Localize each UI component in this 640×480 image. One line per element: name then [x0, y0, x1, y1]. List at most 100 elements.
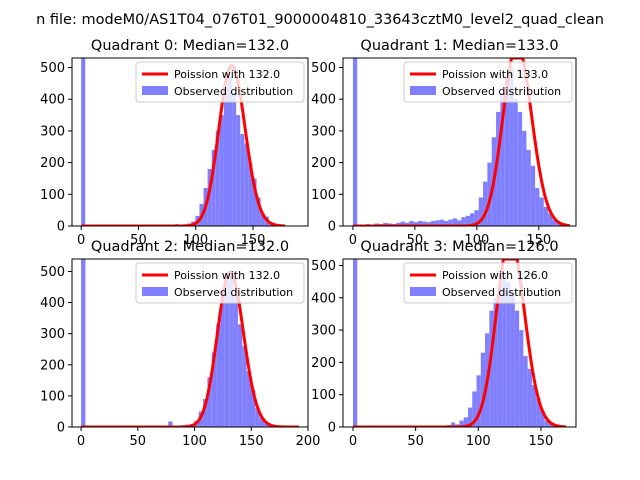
- histogram-bar: [478, 197, 484, 226]
- y-tick-label: 100: [40, 389, 65, 404]
- x-tick-label: 0: [349, 233, 357, 248]
- quadrant-3-panel: Quadrant 3: Median=126.0 0 50 100 150 0 100 200…: [311, 239, 577, 449]
- x-tick-label: 50: [130, 434, 147, 449]
- histogram-bar: [487, 162, 492, 226]
- histogram-bar: [352, 58, 358, 226]
- x-tick-label: 150: [529, 434, 554, 449]
- y-tick-label: 0: [328, 421, 336, 436]
- histogram-bar: [224, 280, 230, 427]
- histogram-bar: [435, 220, 440, 226]
- y-tick-label: 200: [40, 358, 65, 373]
- histogram-bar: [203, 399, 208, 427]
- x-tick-label: 50: [130, 233, 147, 248]
- y-tick-label: 400: [311, 291, 336, 306]
- histogram-bar: [502, 275, 507, 427]
- legend-hist-label: Observed distribution: [174, 85, 293, 98]
- histogram-bar: [548, 423, 554, 427]
- y-tick-label: 100: [311, 388, 336, 403]
- histogram-bar: [211, 352, 217, 427]
- histogram-bar: [504, 77, 510, 226]
- histogram-bar: [430, 220, 436, 226]
- histogram-bar: [223, 86, 228, 226]
- axes-frame: [342, 57, 577, 227]
- y-tick-label: 300: [40, 124, 65, 139]
- histogram-bar: [500, 92, 505, 226]
- histogram-bar: [452, 218, 458, 226]
- histogram-bar: [556, 222, 562, 226]
- histogram-bar: [531, 385, 537, 427]
- histogram-bar: [497, 284, 503, 427]
- histogram-bar: [244, 143, 249, 226]
- histogram-bar: [544, 420, 549, 427]
- x-tick-label: 150: [241, 233, 266, 248]
- histogram-bar: [539, 197, 544, 226]
- axes-frame: [342, 258, 577, 428]
- histogram-bar: [523, 355, 528, 427]
- histogram-bar: [233, 296, 238, 427]
- y-tick-label: 0: [328, 220, 336, 235]
- legend-fit-label: Poission with 132.0: [174, 68, 280, 81]
- histogram-bar: [552, 219, 557, 226]
- histogram-bar: [514, 310, 520, 427]
- legend: Poission with 126.0 Observed distribution: [403, 262, 573, 304]
- histogram-bar: [522, 130, 527, 226]
- legend-box: [135, 262, 305, 304]
- legend-box: [403, 262, 573, 304]
- x-tick-label: 100: [182, 434, 207, 449]
- histogram-bar: [229, 274, 234, 427]
- histogram-bar: [259, 417, 265, 427]
- histogram-bar: [543, 206, 549, 226]
- legend-box: [135, 61, 305, 103]
- legend-fit-label: Poission with 133.0: [442, 68, 548, 81]
- y-tick-label: 100: [311, 188, 336, 203]
- histogram-bar: [459, 420, 464, 427]
- histogram-bar: [426, 222, 431, 226]
- histogram-bar: [400, 221, 405, 226]
- histogram-bar: [489, 310, 494, 427]
- legend-hist-label: Observed distribution: [442, 85, 561, 98]
- histogram-bar: [461, 217, 466, 226]
- histogram-bar: [413, 222, 418, 226]
- x-tick-label: 100: [183, 233, 208, 248]
- legend-fit-label: Poission with 126.0: [442, 269, 548, 282]
- x-tick-label: 200: [296, 434, 321, 449]
- poisson-fit-line: [80, 270, 300, 427]
- histogram-bar: [483, 181, 488, 226]
- histogram-bar: [227, 77, 233, 226]
- histogram-bar: [260, 213, 265, 226]
- histogram-bar: [215, 130, 220, 226]
- histogram-bar: [216, 324, 221, 427]
- histogram-bar: [256, 197, 261, 226]
- histogram-bar: [509, 67, 514, 226]
- histogram-bar: [472, 391, 477, 427]
- histogram-bar: [250, 389, 256, 427]
- histogram-bar: [506, 281, 511, 427]
- histogram-bar: [207, 377, 212, 427]
- legend-hist-swatch: [410, 86, 436, 95]
- y-tick-label: 300: [311, 124, 336, 139]
- histogram-bar: [409, 220, 414, 226]
- histogram-bar: [240, 134, 245, 226]
- histogram-bar: [448, 219, 453, 226]
- y-tick-label: 200: [311, 156, 336, 171]
- histogram-bar: [353, 259, 358, 427]
- y-tick-label: 400: [40, 296, 65, 311]
- legend-hist-label: Observed distribution: [174, 286, 293, 299]
- histogram-bar: [513, 99, 518, 226]
- panel-title: Quadrant 3: Median=126.0: [360, 239, 558, 255]
- legend-hist-swatch: [410, 287, 436, 296]
- histogram-bar: [252, 178, 257, 226]
- histogram-bar: [242, 346, 247, 427]
- x-tick-label: 50: [407, 233, 424, 248]
- histogram-bar: [264, 423, 269, 427]
- histogram-bar: [404, 222, 410, 226]
- y-tick-label: 500: [311, 61, 336, 76]
- legend: Poission with 133.0 Observed distribution: [403, 61, 573, 103]
- x-tick-label: 0: [77, 434, 85, 449]
- histogram-bar: [476, 375, 481, 427]
- histogram-bar: [540, 410, 545, 427]
- histogram-bar: [422, 221, 427, 226]
- quadrant-1-panel: Quadrant 1: Median=133.0 0 50 100 150 0 100 200…: [311, 38, 577, 248]
- histogram-bar: [526, 149, 531, 226]
